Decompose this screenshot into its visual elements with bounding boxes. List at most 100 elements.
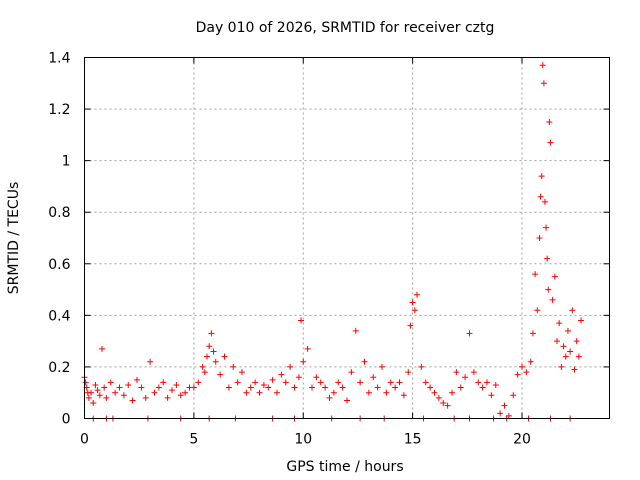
data-point	[164, 394, 171, 401]
data-point	[396, 379, 403, 386]
data-point	[96, 392, 103, 399]
data-point	[497, 410, 504, 417]
data-point	[313, 374, 320, 381]
data-point	[348, 369, 355, 376]
data-point	[287, 363, 294, 370]
data-point	[567, 348, 574, 355]
data-point	[379, 363, 385, 370]
data-point	[370, 374, 377, 381]
data-point	[138, 384, 145, 391]
data-point	[357, 379, 364, 386]
data-point	[99, 345, 105, 352]
data-point	[134, 376, 140, 383]
data-point	[575, 353, 582, 360]
data-point	[449, 389, 455, 396]
data-point	[510, 392, 517, 399]
x-tick-label: 15	[404, 432, 422, 448]
data-point	[556, 320, 563, 327]
data-point	[519, 363, 525, 370]
data-point	[514, 371, 521, 378]
data-point	[564, 327, 571, 334]
data-point	[260, 381, 267, 388]
data-point	[422, 379, 429, 386]
data-point	[190, 384, 197, 391]
data-point	[540, 80, 547, 87]
data-point	[387, 379, 394, 386]
data-point	[411, 307, 418, 314]
data-point	[532, 271, 539, 278]
data-point	[201, 369, 208, 376]
data-point	[547, 139, 554, 146]
data-point	[543, 224, 550, 231]
grid-layer	[84, 57, 610, 419]
data-point	[212, 358, 219, 365]
data-point	[470, 369, 477, 376]
points-layer	[81, 62, 585, 422]
data-point	[484, 379, 490, 386]
data-point	[230, 363, 237, 370]
data-point	[418, 363, 425, 370]
data-point	[322, 384, 329, 391]
data-point	[90, 400, 97, 407]
data-point	[414, 291, 420, 298]
data-point	[204, 353, 210, 360]
data-point	[234, 379, 241, 386]
data-point	[545, 286, 552, 293]
data-point	[199, 363, 206, 370]
data-point	[466, 330, 473, 337]
y-tick-label: 0.2	[48, 360, 70, 376]
data-point	[169, 387, 175, 394]
y-tick-label: 0.4	[48, 308, 70, 324]
data-point	[431, 389, 438, 396]
data-point	[374, 384, 381, 391]
data-point	[282, 379, 289, 386]
data-point	[225, 384, 232, 391]
data-point	[142, 394, 149, 401]
data-point	[151, 389, 158, 396]
data-point	[182, 389, 189, 396]
data-point	[578, 317, 585, 324]
data-point	[523, 369, 530, 376]
data-point	[440, 400, 447, 407]
data-point	[107, 379, 114, 386]
data-point	[475, 379, 482, 386]
data-point	[317, 379, 324, 386]
data-point	[177, 392, 184, 399]
x-axis-label: GPS time / hours	[286, 459, 403, 475]
tick-labels-layer: 0 0.2 0.4 0.6 0.8 1 1.2 1.4 0 5 10 15 20	[48, 51, 531, 448]
data-point	[339, 384, 346, 391]
data-point	[541, 198, 548, 205]
data-point	[112, 389, 119, 396]
plot-frame	[84, 57, 610, 419]
data-point	[195, 379, 202, 386]
data-point	[560, 343, 567, 350]
data-point	[217, 371, 224, 378]
data-point	[278, 371, 285, 378]
x-tick-label: 10	[294, 432, 312, 448]
data-point	[400, 392, 407, 399]
y-tick-label: 0	[62, 412, 71, 428]
y-tick-label: 0.6	[48, 257, 70, 273]
data-point	[116, 384, 123, 391]
data-point	[309, 384, 315, 391]
x-tick-label: 0	[80, 432, 89, 448]
data-point	[462, 374, 469, 381]
y-tick-label: 1.4	[48, 51, 70, 67]
data-point	[295, 374, 302, 381]
data-point	[365, 389, 372, 396]
data-point	[554, 338, 560, 345]
data-point	[88, 389, 95, 396]
data-point	[457, 384, 464, 391]
data-point	[85, 394, 92, 401]
x-tick-label: 5	[189, 432, 198, 448]
data-point	[488, 392, 495, 399]
data-point	[536, 235, 543, 241]
data-point	[103, 394, 110, 401]
data-point	[92, 381, 99, 388]
data-point	[160, 379, 167, 386]
ticks-layer	[84, 57, 610, 419]
data-point	[155, 384, 162, 391]
data-point	[444, 402, 451, 409]
data-point	[352, 327, 359, 334]
